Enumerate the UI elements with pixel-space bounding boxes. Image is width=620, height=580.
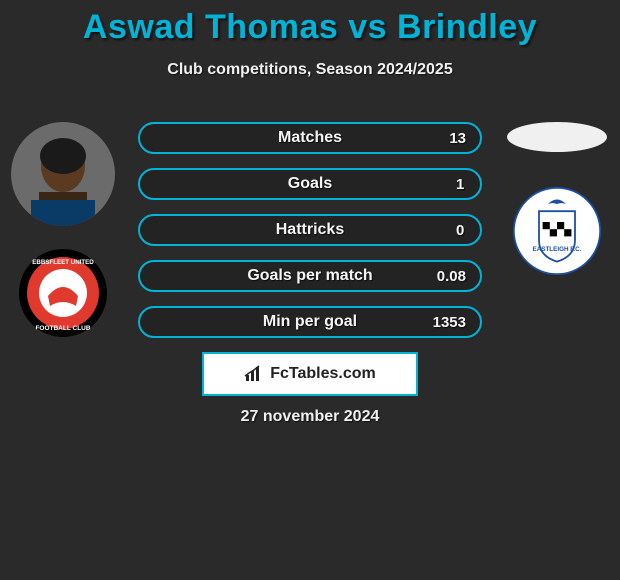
right-club-badge: EASTLEIGH F.C. xyxy=(512,186,602,276)
left-player-avatar xyxy=(11,122,115,226)
bar-chart-icon xyxy=(244,365,264,383)
watermark-text: FcTables.com xyxy=(270,365,376,383)
person-photo-icon xyxy=(11,122,115,226)
svg-text:FOOTBALL CLUB: FOOTBALL CLUB xyxy=(35,325,90,332)
stat-row-hattricks: Hattricks 0 xyxy=(138,214,482,246)
footer-date: 27 november 2024 xyxy=(0,408,620,426)
right-player-avatar-blank xyxy=(507,122,607,152)
left-club-badge: EBBSFLEET UNITED FOOTBALL CLUB xyxy=(18,248,108,338)
svg-text:EBBSFLEET UNITED: EBBSFLEET UNITED xyxy=(32,259,94,266)
page-subtitle: Club competitions, Season 2024/2025 xyxy=(0,61,620,79)
stat-row-goals: Goals 1 xyxy=(138,168,482,200)
stats-list: Matches 13 Goals 1 Hattricks 0 Goals per… xyxy=(138,122,482,338)
stat-right-value: 0 xyxy=(456,222,466,239)
stat-label: Goals per match xyxy=(140,267,480,285)
watermark: FcTables.com xyxy=(202,352,418,396)
page-title: Aswad Thomas vs Brindley xyxy=(0,0,620,47)
stat-label: Matches xyxy=(140,129,480,147)
stat-label: Hattricks xyxy=(140,221,480,239)
stat-row-matches: Matches 13 xyxy=(138,122,482,154)
stat-right-value: 13 xyxy=(449,130,466,147)
stat-right-value: 1 xyxy=(456,176,466,193)
stat-label: Min per goal xyxy=(140,313,480,331)
svg-text:EASTLEIGH F.C.: EASTLEIGH F.C. xyxy=(533,246,582,253)
left-player-column: EBBSFLEET UNITED FOOTBALL CLUB xyxy=(8,122,118,338)
stat-label: Goals xyxy=(140,175,480,193)
club-badge-icon: EASTLEIGH F.C. xyxy=(512,186,602,276)
stat-right-value: 1353 xyxy=(433,314,466,331)
stat-row-min-per-goal: Min per goal 1353 xyxy=(138,306,482,338)
right-player-column: EASTLEIGH F.C. xyxy=(502,122,612,276)
stat-row-goals-per-match: Goals per match 0.08 xyxy=(138,260,482,292)
stat-right-value: 0.08 xyxy=(437,268,466,285)
club-badge-icon: EBBSFLEET UNITED FOOTBALL CLUB xyxy=(18,248,108,338)
